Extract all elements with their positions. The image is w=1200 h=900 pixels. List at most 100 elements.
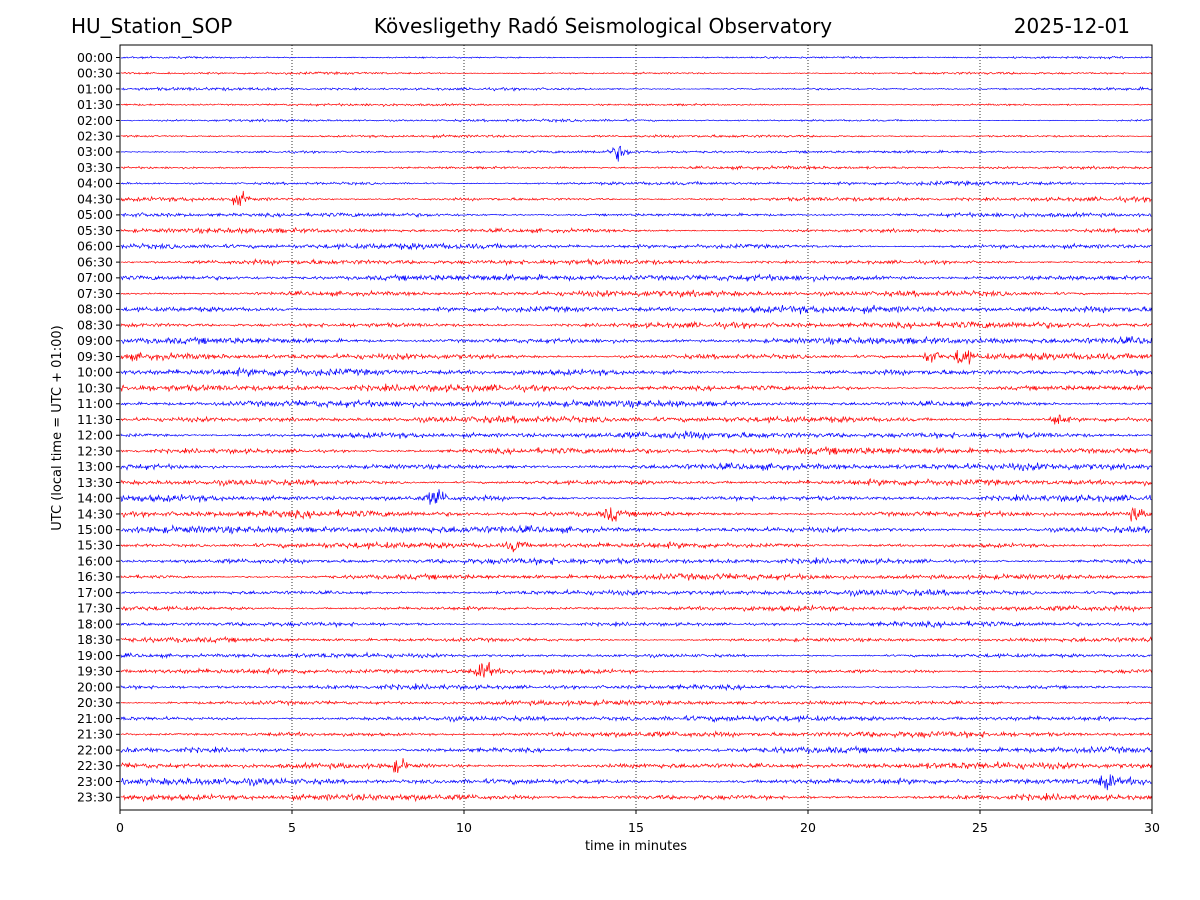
y-tick-label: 01:00 [77, 81, 113, 96]
trace-1900 [120, 651, 1152, 660]
y-tick-label: 17:30 [77, 601, 113, 616]
x-tick-label: 0 [116, 820, 124, 835]
y-tick-label: 19:00 [77, 648, 113, 663]
trace-0430 [120, 190, 1152, 206]
trace-0100 [120, 86, 1152, 92]
trace-1530 [120, 540, 1152, 553]
y-tick-label: 08:00 [77, 302, 113, 317]
trace-0930 [120, 350, 1152, 365]
trace-1500 [120, 524, 1152, 535]
trace-0730 [120, 289, 1152, 299]
y-tick-label: 10:30 [77, 380, 113, 395]
trace-1100 [120, 398, 1152, 409]
y-tick-label: 14:00 [77, 491, 113, 506]
y-tick-label: 09:30 [77, 349, 113, 364]
y-tick-label: 01:30 [77, 97, 113, 112]
y-tick-label: 14:30 [77, 506, 113, 521]
y-tick-label: 05:00 [77, 207, 113, 222]
trace-0200 [120, 118, 1152, 124]
chart-date: 2025-12-01 [1013, 14, 1130, 38]
y-tick-label: 23:00 [77, 774, 113, 789]
y-tick-label: 22:00 [77, 742, 113, 757]
trace-0030 [120, 71, 1152, 76]
trace-2200 [120, 745, 1152, 755]
y-tick-label: 15:00 [77, 522, 113, 537]
x-tick-label: 30 [1144, 820, 1160, 835]
trace-1400 [120, 489, 1152, 505]
trace-1800 [120, 619, 1152, 629]
y-tick-label: 02:00 [77, 113, 113, 128]
x-tick-label: 20 [800, 820, 816, 835]
trace-1430 [120, 506, 1152, 522]
y-tick-label: 07:30 [77, 286, 113, 301]
trace-2100 [120, 714, 1152, 724]
y-tick-label: 06:30 [77, 254, 113, 269]
trace-1930 [120, 661, 1152, 678]
trace-2230 [120, 758, 1152, 773]
trace-2300 [120, 774, 1152, 791]
y-tick-label: 19:30 [77, 664, 113, 679]
x-tick-label: 25 [972, 820, 988, 835]
trace-0700 [120, 273, 1152, 283]
y-tick-label: 21:00 [77, 711, 113, 726]
observatory-title: Kövesligethy Radó Seismological Observat… [373, 14, 833, 38]
y-tick-label: 08:30 [77, 317, 113, 332]
y-tick-label: 16:30 [77, 569, 113, 584]
trace-1300 [120, 462, 1152, 472]
y-tick-label: 11:00 [77, 396, 113, 411]
trace-0130 [120, 102, 1152, 108]
x-tick-label: 10 [456, 820, 472, 835]
y-tick-label: 04:30 [77, 191, 113, 206]
y-axis: 00:0000:3001:0001:3002:0002:3003:0003:30… [77, 50, 120, 805]
y-tick-label: 03:00 [77, 144, 113, 159]
x-tick-label: 5 [288, 820, 296, 835]
y-tick-label: 21:30 [77, 727, 113, 742]
trace-0800 [120, 304, 1152, 315]
y-tick-label: 00:30 [77, 66, 113, 81]
y-tick-label: 16:00 [77, 553, 113, 568]
trace-1700 [120, 588, 1152, 598]
y-tick-label: 20:30 [77, 695, 113, 710]
trace-1030 [120, 383, 1152, 394]
trace-1330 [120, 478, 1152, 487]
y-tick-label: 18:30 [77, 632, 113, 647]
trace-2000 [120, 683, 1152, 692]
trace-0630 [120, 258, 1152, 267]
y-tick-label: 11:30 [77, 412, 113, 427]
trace-1000 [120, 366, 1152, 377]
trace-0330 [120, 164, 1152, 171]
seismic-traces [120, 55, 1152, 803]
trace-1600 [120, 557, 1152, 566]
trace-0230 [120, 133, 1152, 140]
trace-0900 [120, 335, 1152, 346]
trace-1130 [120, 414, 1152, 425]
trace-1830 [120, 635, 1152, 644]
trace-0300 [120, 145, 1152, 162]
trace-0400 [120, 179, 1152, 187]
trace-1200 [120, 430, 1152, 441]
y-tick-label: 12:00 [77, 428, 113, 443]
y-tick-label: 07:00 [77, 270, 113, 285]
trace-0600 [120, 242, 1152, 251]
y-tick-label: 15:30 [77, 538, 113, 553]
trace-0830 [120, 320, 1152, 330]
y-tick-label: 13:30 [77, 475, 113, 490]
trace-1730 [120, 604, 1152, 613]
x-axis-label: time in minutes [585, 839, 687, 854]
y-tick-label: 10:00 [77, 365, 113, 380]
y-axis-label: UTC (local time = UTC + 01:00) [50, 325, 65, 530]
x-axis: 0 5 10 15 20 25 30 [116, 810, 1160, 835]
station-name: HU_Station_SOP [71, 14, 233, 38]
trace-2130 [120, 730, 1152, 739]
y-tick-label: 02:30 [77, 129, 113, 144]
y-tick-label: 17:00 [77, 585, 113, 600]
y-tick-label: 05:30 [77, 223, 113, 238]
y-tick-label: 12:30 [77, 443, 113, 458]
y-tick-label: 09:00 [77, 333, 113, 348]
x-tick-label: 15 [628, 820, 644, 835]
trace-0530 [120, 226, 1152, 235]
grid-lines [291, 45, 981, 810]
trace-1630 [120, 572, 1152, 582]
y-tick-label: 00:00 [77, 50, 113, 65]
y-tick-label: 06:00 [77, 239, 113, 254]
